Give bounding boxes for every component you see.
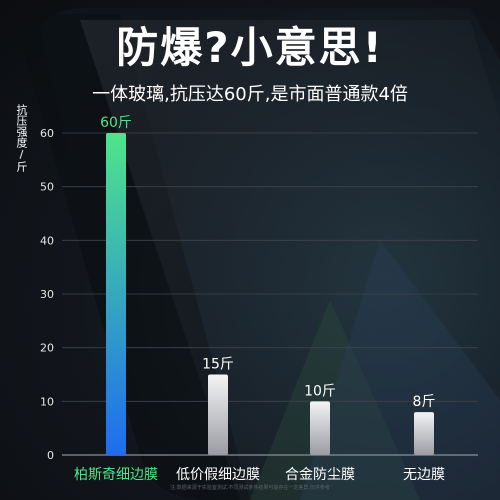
page-title: 防爆?小意思! <box>116 23 384 72</box>
y-axis-label: 抗压强度/斤 <box>15 104 28 172</box>
bar-2 <box>310 401 330 455</box>
y-tick-label: 30 <box>40 288 54 301</box>
bar-1 <box>208 374 228 455</box>
data-label-0: 60斤 <box>100 115 132 131</box>
y-tick-label: 10 <box>40 395 54 408</box>
page-subtitle: 一体玻璃,抗压达60斤,是市面普通款4倍 <box>92 84 408 105</box>
footnote: 注:数据来源于实验室测试,不同测试条件结果可能存在一定差异,仅供参考 <box>170 485 330 491</box>
y-tick-label: 0 <box>47 449 54 462</box>
category-label-1: 低价假细边膜 <box>176 467 260 483</box>
y-tick-label: 40 <box>40 234 54 247</box>
data-label-3: 8斤 <box>413 394 436 410</box>
category-label-2: 合金防尘膜 <box>285 467 355 483</box>
y-tick-label: 20 <box>40 342 54 355</box>
y-tick-label: 50 <box>40 181 54 194</box>
category-label-0: 柏斯奇细边膜 <box>74 466 158 483</box>
bar-3 <box>414 412 434 455</box>
y-tick-label: 60 <box>40 127 54 140</box>
bar-0 <box>106 133 126 455</box>
data-label-1: 15斤 <box>202 357 234 373</box>
data-label-2: 10斤 <box>304 383 336 399</box>
category-label-3: 无边膜 <box>403 467 445 483</box>
